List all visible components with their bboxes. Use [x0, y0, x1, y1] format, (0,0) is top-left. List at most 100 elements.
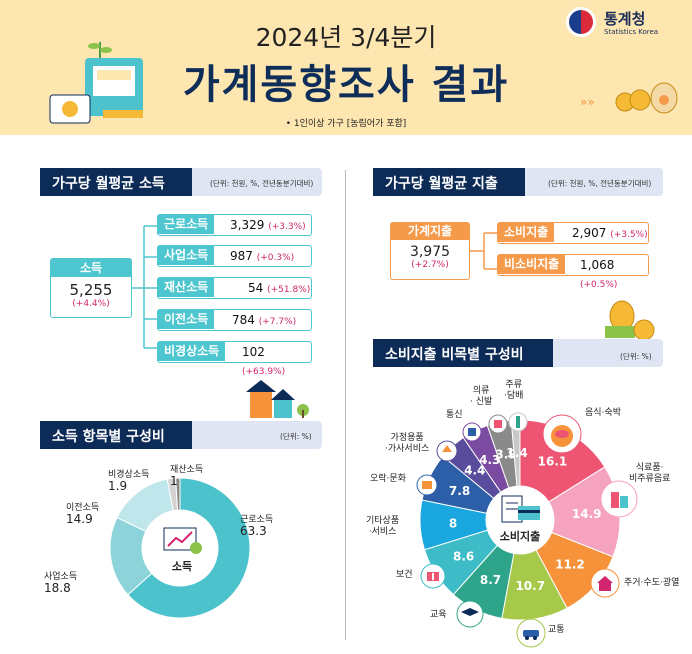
cons-label-clothing: 의류 · 신발: [470, 386, 493, 407]
spending-total-value: 3,975: [409, 244, 451, 260]
consumption-pie-value-label: 16.1: [538, 454, 568, 468]
header-note: • 1인이상 가구 [농림어가 포함]: [285, 119, 407, 129]
cons-label-food-lodging: 음식·숙박: [585, 408, 621, 418]
logo-name: 통계청: [604, 10, 646, 28]
spending-total-box: 가계지출 3,975 (+2.7%): [390, 222, 470, 280]
coin-bag-illustration: »»: [580, 82, 678, 114]
income-total-label: 소득: [51, 259, 131, 277]
spending-section-title: 가구당 월평균 지출: [373, 168, 525, 196]
money-plant-illustration: [49, 42, 143, 124]
consumption-pie-value-label: 8.6: [453, 549, 474, 563]
consumption-pie-value-label: 4.3: [479, 453, 500, 467]
income-item-transfer: 이전소득 784 (+7.7%): [157, 309, 312, 331]
income-item-label: 이전소득: [158, 310, 215, 329]
cons-label-groceries: 식료품· 비주류음료: [629, 463, 671, 484]
income-pie-label-wage: 근로소득 63.3: [240, 515, 274, 538]
medical-bag-icon: [420, 563, 446, 589]
graduation-cap-icon: [456, 600, 484, 628]
income-total-value: 5,255: [69, 281, 113, 299]
spending-total-change: (+2.7%): [411, 260, 449, 270]
income-comp-unit: (단위: %): [280, 432, 312, 441]
income-donut-center-label: 소득: [171, 560, 193, 573]
receipt-card-icon: [501, 495, 540, 523]
cons-label-alcohol: 주류 ·담배: [504, 380, 524, 401]
income-pie-label-property: 재산소득 1: [170, 465, 204, 488]
income-item-wage: 근로소득 3,329 (+3.3%): [157, 214, 312, 236]
statistics-korea-logo: 통계청 Statistics Korea: [566, 5, 686, 41]
lamp-icon: [436, 440, 458, 462]
consumption-pie-value-label: 14.9: [572, 507, 602, 521]
bottle-icon: [508, 412, 528, 432]
income-item-label: 재산소득: [158, 278, 215, 297]
spending-unit: (단위: 천원, %, 전년동분기대비): [548, 179, 652, 188]
income-item-change: (+7.7%): [258, 317, 297, 327]
income-item-nonrecurring: 비경상소득 102 (+63.9%): [157, 341, 312, 377]
consumption-pie-value-label: 11.2: [555, 558, 585, 572]
money-coins-illustration: [605, 300, 655, 341]
consumption-pie-value-label: 10.7: [515, 579, 545, 593]
income-total-change: (+4.4%): [72, 299, 110, 309]
phone-icon: [462, 422, 482, 442]
income-composition-donut: [109, 477, 251, 619]
income-item-label: 사업소득: [158, 246, 215, 265]
spending-item-change: (+0.5%): [580, 280, 618, 290]
cons-label-housing: 주거·수도·광열: [624, 578, 680, 588]
spending-total-label: 가계지출: [391, 223, 469, 240]
spending-item-consumption: 소비지출 2,907 (+3.5%): [497, 222, 649, 244]
consumption-pie-value-label: 4.4: [464, 464, 485, 478]
cons-label-health: 보건: [396, 570, 413, 580]
consumption-donut-center: 소비지출: [486, 486, 554, 554]
consumption-pie-value-label: 8.7: [480, 573, 501, 587]
income-item-change: (+51.8%): [267, 285, 311, 295]
emblem-icon: [566, 7, 596, 37]
svg-text:»»: »»: [580, 95, 595, 109]
header-subtitle: 2024년 3/4분기: [255, 23, 437, 52]
cons-label-recreation: 오락·문화: [370, 474, 406, 484]
income-connector: [132, 225, 158, 349]
income-donut-center: 소득: [146, 514, 218, 586]
cons-label-household: 가정용품 ·가사서비스: [385, 433, 430, 454]
income-pie-label-nonrecurring: 비경상소득 1.9: [108, 470, 150, 493]
income-item-change: (+63.9%): [242, 367, 286, 377]
cons-label-education: 교육: [430, 610, 447, 620]
logo-name-en: Statistics Korea: [604, 28, 659, 36]
houses-illustration: [246, 380, 309, 418]
cons-label-misc: 기타상품 ·서비스: [366, 516, 400, 537]
income-item-change: (+3.3%): [268, 222, 306, 232]
income-item-value: 3,329: [230, 218, 265, 232]
income-total-box: 소득 5,255 (+4.4%): [50, 258, 132, 318]
income-item-label: 근로소득: [158, 215, 215, 234]
cons-label-communication: 통신: [446, 410, 463, 420]
section-divider: [345, 170, 346, 640]
spending-item-label: 소비지출: [498, 223, 555, 242]
income-item-value: 987: [230, 249, 253, 263]
income-pie-slice: [175, 477, 181, 511]
income-pie-label-business: 사업소득 18.8: [44, 572, 78, 595]
car-icon: [516, 618, 546, 648]
income-item-label: 비경상소득: [158, 342, 226, 361]
cons-label-transport: 교통: [548, 625, 565, 635]
consumption-donut-center-label: 소비지출: [499, 530, 541, 543]
grocery-icon: [600, 480, 638, 518]
cons-comp-title: 소비지출 비목별 구성비: [373, 339, 553, 367]
income-section-title: 가구당 월평균 소득: [40, 168, 192, 196]
income-item-value: 54: [248, 281, 264, 295]
page-title: 가계동향조사 결과: [182, 62, 510, 108]
consumption-pie-value-label: 3.9: [495, 447, 516, 461]
food-icon: [542, 414, 582, 454]
spending-connector: [470, 232, 498, 270]
spending-item-value: 1,068: [580, 258, 615, 272]
income-item-value: 784: [232, 313, 255, 327]
consumption-pie-value-label: 1.4: [506, 446, 527, 460]
income-chart-icon: [163, 527, 202, 554]
clothes-icon: [488, 414, 508, 434]
spending-item-change: (+3.5%): [610, 230, 648, 240]
spending-item-label: 비소비지출: [498, 255, 566, 274]
income-comp-title: 소득 항목별 구성비: [40, 421, 192, 449]
income-item-value: 102: [242, 345, 265, 359]
music-icon: [416, 474, 438, 496]
income-item-business: 사업소득 987 (+0.3%): [157, 245, 312, 267]
income-pie-label-transfer: 이전소득 14.9: [66, 503, 100, 526]
income-item-change: (+0.3%): [256, 253, 295, 263]
income-item-property: 재산소득 54 (+51.8%): [157, 277, 312, 299]
